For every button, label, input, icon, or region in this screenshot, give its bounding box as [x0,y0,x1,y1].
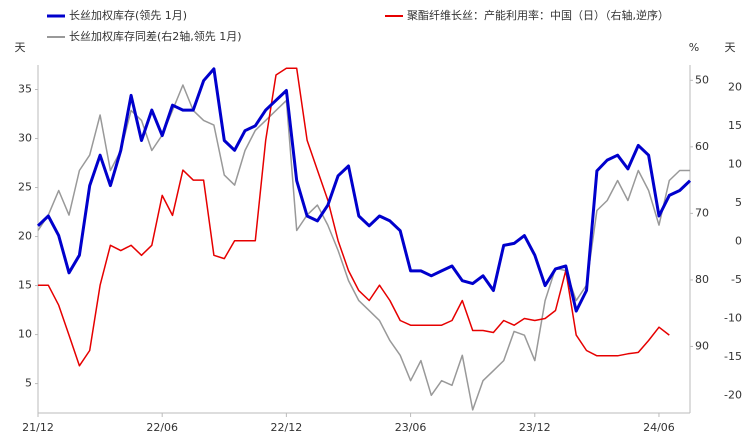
series-line [37,84,690,411]
x-tick-label: 21/12 [22,421,54,434]
y-tick-label: 15 [18,279,32,292]
y3-tick-label: -5 [731,273,742,286]
y2-unit: % [689,41,699,54]
y-tick-label: 25 [18,181,32,194]
y3-tick-label: 0 [735,234,742,247]
y3-tick-label: -10 [724,311,742,324]
y3-tick-label: -15 [724,350,742,363]
y2-tick-label: 70 [695,206,709,219]
y2-tick-label: 60 [695,140,709,153]
legend-label: 长丝加权库存同差(右2轴,领先 1月) [69,29,242,43]
y-tick-label: 5 [25,377,32,390]
y-unit: 天 [15,41,26,54]
x-tick-label: 22/06 [146,421,178,434]
y3-tick-label: 20 [728,80,742,93]
y-tick-label: 20 [18,230,32,243]
y3-tick-label: 5 [735,196,742,209]
y3-tick-label: 10 [728,157,742,170]
y-tick-label: 30 [18,132,32,145]
x-tick-label: 23/12 [519,421,551,434]
y3-tick-label: 15 [728,119,742,132]
series-line [38,67,670,367]
y2-tick-label: 90 [695,339,709,352]
x-tick-label: 22/12 [271,421,303,434]
legend-label: 长丝加权库存(领先 1月) [69,8,187,22]
y2-tick-label: 80 [695,273,709,286]
y-tick-label: 35 [18,83,32,96]
y-tick-label: 10 [18,328,32,341]
y2-tick-label: 50 [695,73,709,86]
x-tick-label: 23/06 [395,421,427,434]
y3-tick-label: -20 [724,388,742,401]
legend-label: 聚酯纤维长丝：产能利用率：中国（日）（右轴,逆序） [407,8,669,22]
series-line [36,67,692,313]
y3-unit: 天 [725,41,736,54]
x-tick-label: 24/06 [643,421,675,434]
